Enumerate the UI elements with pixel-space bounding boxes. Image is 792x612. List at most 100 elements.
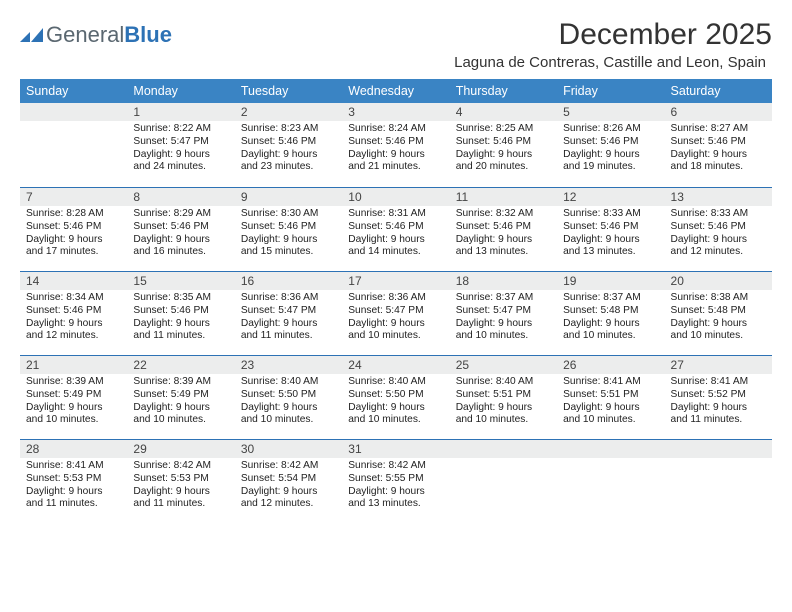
- day-details: Sunrise: 8:42 AMSunset: 5:53 PMDaylight:…: [127, 458, 234, 515]
- day-number: 5: [557, 103, 664, 121]
- calendar-cell: 11Sunrise: 8:32 AMSunset: 5:46 PMDayligh…: [450, 188, 557, 271]
- calendar-week: 14Sunrise: 8:34 AMSunset: 5:46 PMDayligh…: [20, 271, 772, 355]
- calendar-body: 1Sunrise: 8:22 AMSunset: 5:47 PMDaylight…: [20, 103, 772, 523]
- day-details: Sunrise: 8:23 AMSunset: 5:46 PMDaylight:…: [235, 121, 342, 178]
- day-details: Sunrise: 8:42 AMSunset: 5:54 PMDaylight:…: [235, 458, 342, 515]
- day-number: 1: [127, 103, 234, 121]
- calendar-cell: 4Sunrise: 8:25 AMSunset: 5:46 PMDaylight…: [450, 103, 557, 187]
- calendar-cell: 17Sunrise: 8:36 AMSunset: 5:47 PMDayligh…: [342, 272, 449, 355]
- logo: GeneralBlue: [20, 18, 172, 48]
- calendar-cell: 10Sunrise: 8:31 AMSunset: 5:46 PMDayligh…: [342, 188, 449, 271]
- calendar-cell: 29Sunrise: 8:42 AMSunset: 5:53 PMDayligh…: [127, 440, 234, 523]
- calendar-cell: 6Sunrise: 8:27 AMSunset: 5:46 PMDaylight…: [665, 103, 772, 187]
- calendar-cell: 24Sunrise: 8:40 AMSunset: 5:50 PMDayligh…: [342, 356, 449, 439]
- calendar-cell: 28Sunrise: 8:41 AMSunset: 5:53 PMDayligh…: [20, 440, 127, 523]
- day-number: 26: [557, 356, 664, 374]
- calendar-cell: 12Sunrise: 8:33 AMSunset: 5:46 PMDayligh…: [557, 188, 664, 271]
- day-details: Sunrise: 8:41 AMSunset: 5:53 PMDaylight:…: [20, 458, 127, 515]
- day-number: 15: [127, 272, 234, 290]
- weekday-header: Monday: [127, 79, 234, 103]
- calendar-cell: 1Sunrise: 8:22 AMSunset: 5:47 PMDaylight…: [127, 103, 234, 187]
- calendar-cell: 30Sunrise: 8:42 AMSunset: 5:54 PMDayligh…: [235, 440, 342, 523]
- calendar-cell: 31Sunrise: 8:42 AMSunset: 5:55 PMDayligh…: [342, 440, 449, 523]
- day-number: 25: [450, 356, 557, 374]
- day-number: 9: [235, 188, 342, 206]
- day-details: Sunrise: 8:28 AMSunset: 5:46 PMDaylight:…: [20, 206, 127, 263]
- logo-text-blue: Blue: [124, 22, 172, 47]
- calendar-week: 21Sunrise: 8:39 AMSunset: 5:49 PMDayligh…: [20, 355, 772, 439]
- day-details: Sunrise: 8:33 AMSunset: 5:46 PMDaylight:…: [665, 206, 772, 263]
- weekday-header: Thursday: [450, 79, 557, 103]
- day-details: Sunrise: 8:42 AMSunset: 5:55 PMDaylight:…: [342, 458, 449, 515]
- calendar-cell: 15Sunrise: 8:35 AMSunset: 5:46 PMDayligh…: [127, 272, 234, 355]
- day-details: Sunrise: 8:27 AMSunset: 5:46 PMDaylight:…: [665, 121, 772, 178]
- day-number: 19: [557, 272, 664, 290]
- calendar-cell: [20, 103, 127, 187]
- calendar-cell: 20Sunrise: 8:38 AMSunset: 5:48 PMDayligh…: [665, 272, 772, 355]
- day-number: 23: [235, 356, 342, 374]
- day-details: Sunrise: 8:33 AMSunset: 5:46 PMDaylight:…: [557, 206, 664, 263]
- weekday-header: Tuesday: [235, 79, 342, 103]
- logo-triangles-icon: [20, 26, 44, 44]
- day-number: 10: [342, 188, 449, 206]
- day-details: Sunrise: 8:40 AMSunset: 5:50 PMDaylight:…: [342, 374, 449, 431]
- calendar-cell: 3Sunrise: 8:24 AMSunset: 5:46 PMDaylight…: [342, 103, 449, 187]
- day-details: Sunrise: 8:38 AMSunset: 5:48 PMDaylight:…: [665, 290, 772, 347]
- day-number: 24: [342, 356, 449, 374]
- day-number: 14: [20, 272, 127, 290]
- day-details: Sunrise: 8:39 AMSunset: 5:49 PMDaylight:…: [127, 374, 234, 431]
- day-number: 20: [665, 272, 772, 290]
- day-number-empty: [20, 103, 127, 121]
- calendar-cell: 16Sunrise: 8:36 AMSunset: 5:47 PMDayligh…: [235, 272, 342, 355]
- calendar-cell: 5Sunrise: 8:26 AMSunset: 5:46 PMDaylight…: [557, 103, 664, 187]
- weekday-header-row: SundayMondayTuesdayWednesdayThursdayFrid…: [20, 79, 772, 103]
- day-details: Sunrise: 8:39 AMSunset: 5:49 PMDaylight:…: [20, 374, 127, 431]
- day-number: 3: [342, 103, 449, 121]
- calendar-cell: 14Sunrise: 8:34 AMSunset: 5:46 PMDayligh…: [20, 272, 127, 355]
- calendar-week: 7Sunrise: 8:28 AMSunset: 5:46 PMDaylight…: [20, 187, 772, 271]
- day-details: Sunrise: 8:40 AMSunset: 5:51 PMDaylight:…: [450, 374, 557, 431]
- day-number: 2: [235, 103, 342, 121]
- day-details: Sunrise: 8:37 AMSunset: 5:48 PMDaylight:…: [557, 290, 664, 347]
- logo-text-general: General: [46, 22, 124, 47]
- day-number: 28: [20, 440, 127, 458]
- day-number: 11: [450, 188, 557, 206]
- calendar-cell: 9Sunrise: 8:30 AMSunset: 5:46 PMDaylight…: [235, 188, 342, 271]
- day-details: Sunrise: 8:25 AMSunset: 5:46 PMDaylight:…: [450, 121, 557, 178]
- day-details: Sunrise: 8:31 AMSunset: 5:46 PMDaylight:…: [342, 206, 449, 263]
- day-number: 31: [342, 440, 449, 458]
- day-number-empty: [557, 440, 664, 458]
- calendar-cell: 18Sunrise: 8:37 AMSunset: 5:47 PMDayligh…: [450, 272, 557, 355]
- header: GeneralBlue December 2025 Laguna de Cont…: [20, 18, 772, 71]
- calendar-cell: 19Sunrise: 8:37 AMSunset: 5:48 PMDayligh…: [557, 272, 664, 355]
- day-number: 4: [450, 103, 557, 121]
- calendar-cell: 27Sunrise: 8:41 AMSunset: 5:52 PMDayligh…: [665, 356, 772, 439]
- day-number: 18: [450, 272, 557, 290]
- day-number: 27: [665, 356, 772, 374]
- calendar-cell: 8Sunrise: 8:29 AMSunset: 5:46 PMDaylight…: [127, 188, 234, 271]
- calendar-cell: 23Sunrise: 8:40 AMSunset: 5:50 PMDayligh…: [235, 356, 342, 439]
- month-title: December 2025: [454, 18, 772, 52]
- day-number: 6: [665, 103, 772, 121]
- day-details: Sunrise: 8:29 AMSunset: 5:46 PMDaylight:…: [127, 206, 234, 263]
- day-number: 12: [557, 188, 664, 206]
- day-number: 7: [20, 188, 127, 206]
- calendar-cell: 2Sunrise: 8:23 AMSunset: 5:46 PMDaylight…: [235, 103, 342, 187]
- day-number: 16: [235, 272, 342, 290]
- calendar: SundayMondayTuesdayWednesdayThursdayFrid…: [20, 79, 772, 523]
- day-number: 21: [20, 356, 127, 374]
- calendar-cell: 7Sunrise: 8:28 AMSunset: 5:46 PMDaylight…: [20, 188, 127, 271]
- calendar-week: 1Sunrise: 8:22 AMSunset: 5:47 PMDaylight…: [20, 103, 772, 187]
- day-number: 13: [665, 188, 772, 206]
- day-details: Sunrise: 8:35 AMSunset: 5:46 PMDaylight:…: [127, 290, 234, 347]
- day-details: Sunrise: 8:37 AMSunset: 5:47 PMDaylight:…: [450, 290, 557, 347]
- calendar-cell: 21Sunrise: 8:39 AMSunset: 5:49 PMDayligh…: [20, 356, 127, 439]
- day-details: Sunrise: 8:30 AMSunset: 5:46 PMDaylight:…: [235, 206, 342, 263]
- calendar-cell: 25Sunrise: 8:40 AMSunset: 5:51 PMDayligh…: [450, 356, 557, 439]
- weekday-header: Friday: [557, 79, 664, 103]
- weekday-header: Wednesday: [342, 79, 449, 103]
- day-details: Sunrise: 8:26 AMSunset: 5:46 PMDaylight:…: [557, 121, 664, 178]
- day-number-empty: [450, 440, 557, 458]
- day-number-empty: [665, 440, 772, 458]
- day-details: Sunrise: 8:34 AMSunset: 5:46 PMDaylight:…: [20, 290, 127, 347]
